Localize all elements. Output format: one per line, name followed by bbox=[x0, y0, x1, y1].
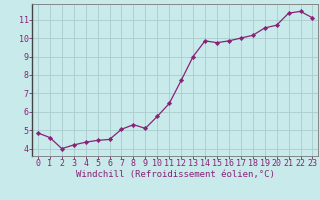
X-axis label: Windchill (Refroidissement éolien,°C): Windchill (Refroidissement éolien,°C) bbox=[76, 170, 275, 179]
